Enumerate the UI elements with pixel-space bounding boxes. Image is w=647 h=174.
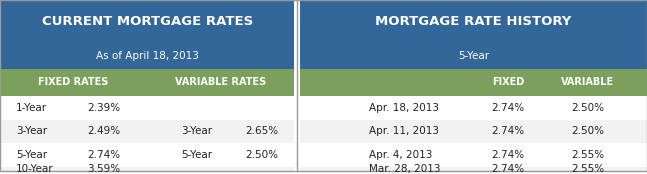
FancyBboxPatch shape xyxy=(300,43,647,69)
Text: Apr. 18, 2013: Apr. 18, 2013 xyxy=(369,103,439,113)
Text: 3-Year: 3-Year xyxy=(16,126,47,136)
Text: As of April 18, 2013: As of April 18, 2013 xyxy=(96,51,199,61)
FancyBboxPatch shape xyxy=(0,96,294,120)
Text: 2.55%: 2.55% xyxy=(571,150,604,160)
Text: 3-Year: 3-Year xyxy=(181,126,212,136)
FancyBboxPatch shape xyxy=(300,96,647,120)
Text: Apr. 4, 2013: Apr. 4, 2013 xyxy=(369,150,432,160)
FancyBboxPatch shape xyxy=(300,143,647,167)
FancyBboxPatch shape xyxy=(0,43,294,69)
Text: VARIABLE: VARIABLE xyxy=(562,77,615,87)
FancyBboxPatch shape xyxy=(300,120,647,143)
Text: 5-Year: 5-Year xyxy=(457,51,489,61)
Text: 10-Year: 10-Year xyxy=(16,164,54,174)
FancyBboxPatch shape xyxy=(0,69,294,96)
FancyBboxPatch shape xyxy=(0,120,294,143)
Text: Apr. 11, 2013: Apr. 11, 2013 xyxy=(369,126,439,136)
Text: 2.74%: 2.74% xyxy=(492,150,525,160)
Text: 2.65%: 2.65% xyxy=(245,126,279,136)
Text: CURRENT MORTGAGE RATES: CURRENT MORTGAGE RATES xyxy=(41,15,253,28)
Text: 2.74%: 2.74% xyxy=(492,164,525,174)
FancyBboxPatch shape xyxy=(0,0,294,43)
Text: 5-Year: 5-Year xyxy=(16,150,47,160)
FancyBboxPatch shape xyxy=(300,167,647,171)
Text: MORTGAGE RATE HISTORY: MORTGAGE RATE HISTORY xyxy=(375,15,571,28)
Text: 2.50%: 2.50% xyxy=(245,150,279,160)
Text: 3.59%: 3.59% xyxy=(87,164,120,174)
Text: VARIABLE RATES: VARIABLE RATES xyxy=(175,77,267,87)
Text: Mar. 28, 2013: Mar. 28, 2013 xyxy=(369,164,441,174)
FancyBboxPatch shape xyxy=(300,0,647,43)
Text: 2.74%: 2.74% xyxy=(87,150,120,160)
Text: 2.50%: 2.50% xyxy=(571,126,604,136)
Text: 2.74%: 2.74% xyxy=(492,126,525,136)
FancyBboxPatch shape xyxy=(0,167,294,171)
Text: 2.39%: 2.39% xyxy=(87,103,120,113)
Text: FIXED: FIXED xyxy=(492,77,524,87)
FancyBboxPatch shape xyxy=(0,143,294,167)
Text: 5-Year: 5-Year xyxy=(181,150,212,160)
Text: 2.49%: 2.49% xyxy=(87,126,120,136)
Text: 2.55%: 2.55% xyxy=(571,164,604,174)
Text: 1-Year: 1-Year xyxy=(16,103,47,113)
Text: FIXED RATES: FIXED RATES xyxy=(38,77,109,87)
Text: 2.50%: 2.50% xyxy=(571,103,604,113)
Text: 2.74%: 2.74% xyxy=(492,103,525,113)
FancyBboxPatch shape xyxy=(300,69,647,96)
